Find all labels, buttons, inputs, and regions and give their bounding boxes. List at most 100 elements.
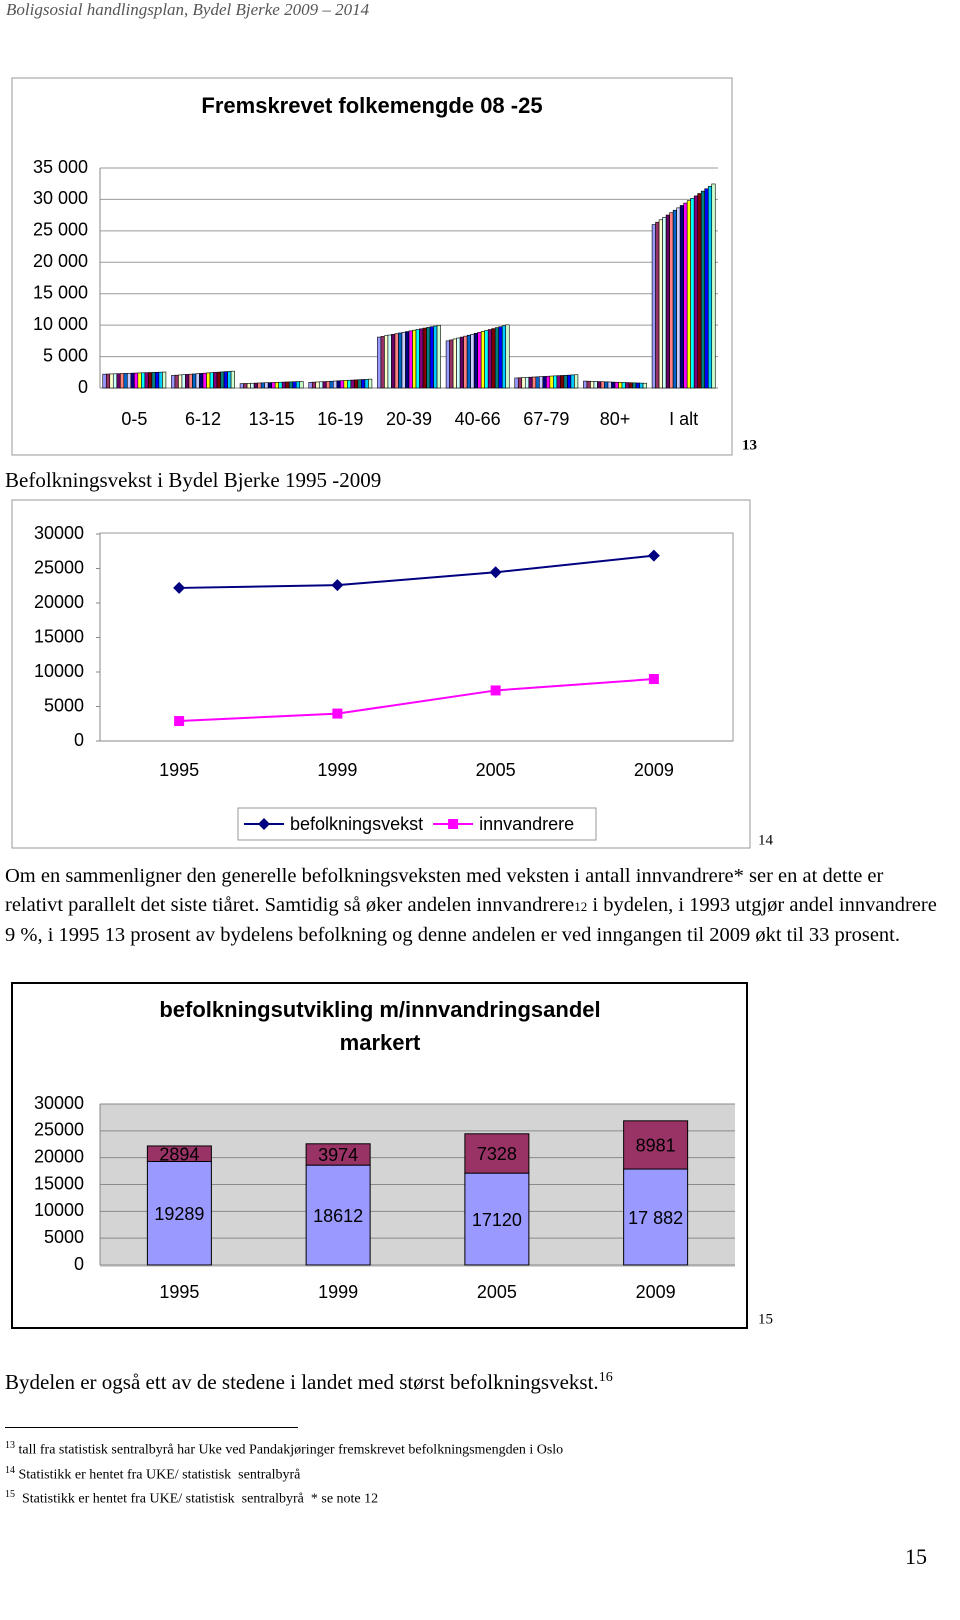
bar — [426, 327, 431, 389]
chart-frame — [11, 499, 751, 849]
bar — [227, 371, 232, 389]
bar — [484, 330, 489, 389]
bar — [181, 374, 186, 389]
bar — [274, 382, 279, 389]
x-tick-label: 1999 — [317, 760, 357, 780]
bar — [563, 375, 568, 389]
bar — [429, 326, 434, 389]
bar — [123, 373, 128, 389]
bar — [473, 333, 478, 389]
bar — [686, 200, 691, 389]
bar — [662, 217, 667, 389]
bar — [560, 375, 565, 389]
footnote-number: 15 — [5, 1489, 15, 1501]
footnote-text: Statistikk er hentet fra UKE/ statistisk… — [15, 1491, 379, 1507]
paragraph: Om en sammenligner den generelle befolkn… — [5, 862, 940, 950]
x-tick-label: 67-79 — [523, 409, 569, 429]
bar — [264, 382, 269, 389]
bar — [206, 372, 211, 389]
chart-frame — [11, 77, 733, 456]
bar — [239, 383, 244, 389]
sentence: Bydelen er også ett av de stedene i land… — [5, 1370, 599, 1394]
bar — [514, 377, 519, 389]
bar-segment — [623, 1120, 689, 1170]
bar — [611, 381, 616, 389]
bar — [377, 336, 382, 389]
bar — [267, 382, 272, 389]
bar — [220, 371, 225, 389]
bar — [387, 334, 392, 389]
bar — [102, 373, 107, 389]
bar — [401, 331, 406, 389]
bar — [405, 331, 410, 389]
y-tick-label: 0 — [74, 730, 84, 750]
bar — [704, 188, 709, 389]
bar — [292, 381, 297, 389]
footnote-number: 14 — [5, 1464, 15, 1476]
x-tick-label: 13-15 — [249, 409, 295, 429]
y-tick-label: 30000 — [34, 1093, 84, 1113]
bar — [109, 373, 114, 389]
y-tick-label: 20 000 — [33, 251, 88, 271]
bar — [422, 327, 427, 389]
legend-box — [237, 807, 597, 841]
y-tick-label: 15000 — [34, 1173, 84, 1193]
bar — [174, 374, 179, 389]
x-tick-label: 1999 — [318, 1282, 358, 1302]
bar — [658, 219, 663, 389]
bar — [250, 382, 255, 389]
bar — [185, 374, 190, 389]
bar — [574, 374, 579, 389]
bar — [487, 329, 493, 389]
x-tick-label: 40-66 — [455, 409, 501, 429]
bar — [199, 373, 204, 389]
data-label: 19289 — [154, 1204, 204, 1224]
bar — [679, 205, 684, 389]
x-tick-label: 1995 — [159, 760, 199, 780]
bar — [498, 326, 503, 389]
bar — [408, 330, 413, 389]
data-label: 17120 — [472, 1210, 522, 1230]
bar — [459, 336, 464, 389]
bar — [586, 380, 591, 389]
footnote-rule — [5, 1427, 298, 1428]
y-tick-label: 20000 — [34, 592, 84, 612]
bar — [549, 375, 554, 389]
bar — [141, 372, 146, 389]
footnotes: 13 tall fra statistisk sentralbyrå har U… — [5, 1436, 563, 1510]
running-header: Boligsosial handlingsplan, Bydel Bjerke … — [6, 0, 370, 19]
bar — [466, 334, 471, 389]
bar — [216, 371, 221, 389]
data-label: 8981 — [636, 1136, 676, 1156]
bar — [162, 371, 167, 389]
data-label: 2894 — [159, 1144, 199, 1164]
bar — [480, 331, 485, 389]
bar — [665, 214, 670, 389]
y-tick-label: 25000 — [34, 1120, 84, 1140]
bar — [130, 372, 135, 389]
bar — [672, 209, 677, 389]
bar — [311, 381, 317, 389]
bar — [368, 378, 373, 389]
bar — [412, 329, 417, 389]
bar — [600, 381, 605, 389]
x-tick-label: 1995 — [159, 1282, 199, 1302]
bar — [230, 370, 235, 389]
bar — [380, 336, 385, 389]
bar — [278, 381, 283, 389]
bar — [281, 381, 287, 389]
bar — [535, 376, 540, 389]
bar — [470, 333, 475, 389]
bar — [105, 373, 111, 389]
bar — [614, 381, 619, 389]
data-label: 3974 — [318, 1145, 358, 1165]
bar — [635, 382, 640, 389]
y-tick-label: 15 000 — [33, 282, 88, 302]
page-number: 15 — [905, 1544, 927, 1569]
y-tick-label: 30 000 — [33, 188, 88, 208]
footnote-ref: 12 — [574, 898, 588, 914]
x-tick-label: 0-5 — [121, 409, 147, 429]
footnote-ref: 13 — [742, 437, 757, 453]
